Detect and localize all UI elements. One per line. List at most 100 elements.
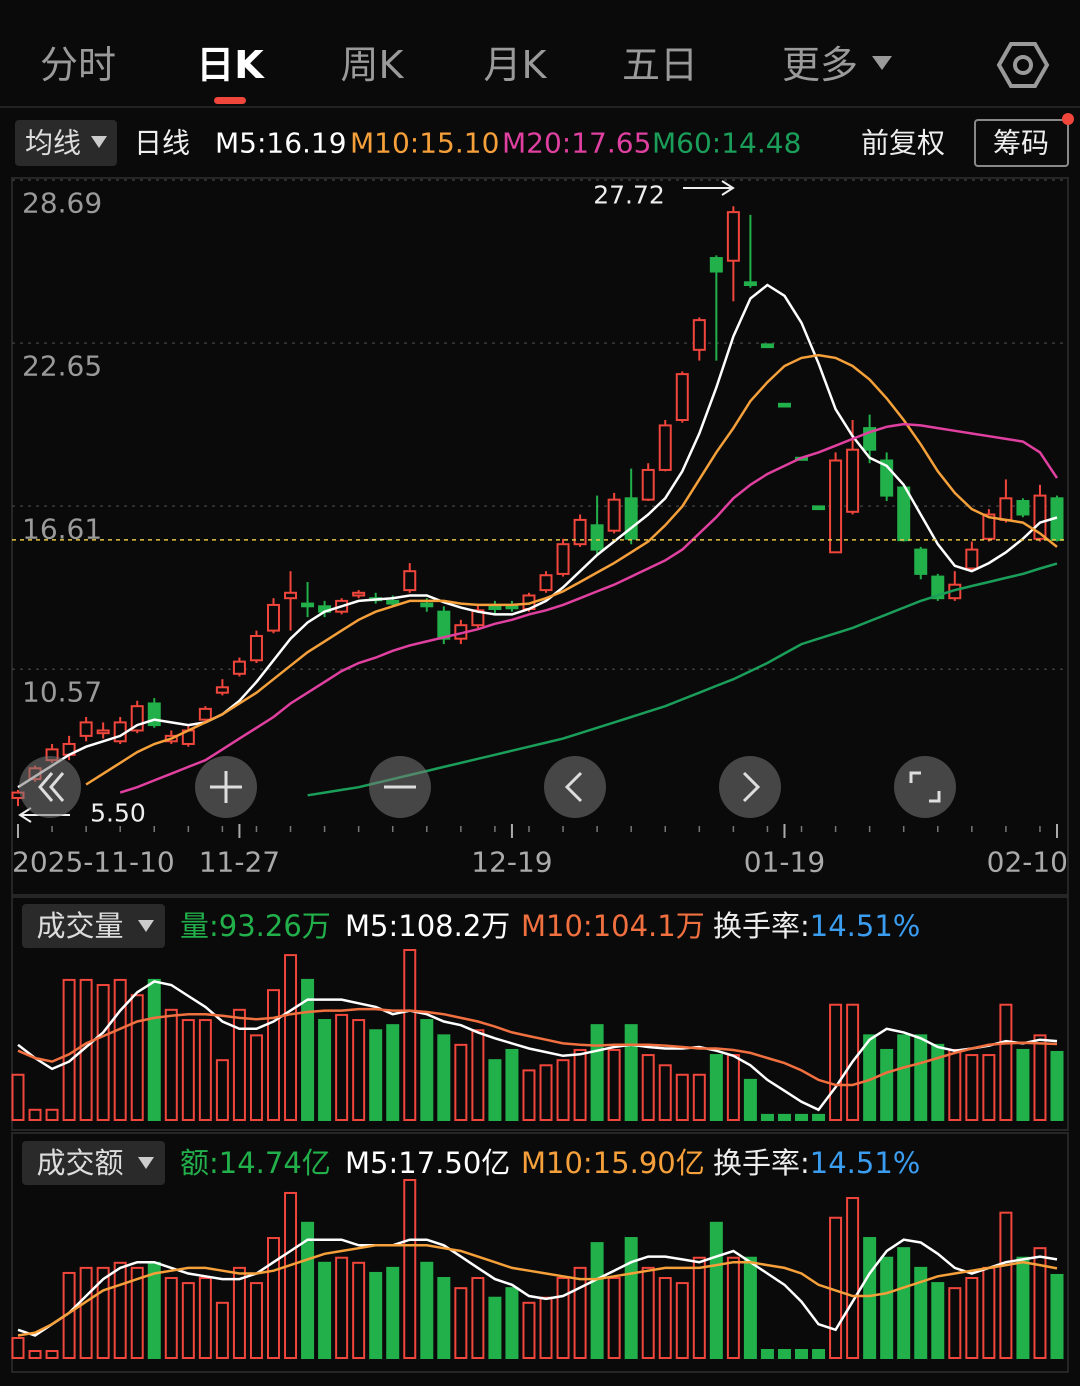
candle-body <box>403 570 417 592</box>
candle-body <box>249 634 263 662</box>
bar <box>181 1282 195 1359</box>
y-tick-label: 10.57 <box>22 676 102 709</box>
bar <box>505 1287 519 1359</box>
bar <box>999 1211 1013 1360</box>
candle-body <box>812 505 826 511</box>
candle-body <box>301 602 315 608</box>
bar <box>437 1034 451 1121</box>
bar <box>624 1237 638 1360</box>
bar <box>369 1029 383 1122</box>
bar <box>590 1242 604 1360</box>
next-button[interactable] <box>719 756 781 818</box>
panel-title: 成交额 <box>36 1146 123 1180</box>
turnover-value: 14.51% <box>810 1146 921 1180</box>
panel-frame <box>11 896 1069 1131</box>
candle-body <box>675 373 689 422</box>
bar <box>45 1350 59 1359</box>
tab[interactable]: 日K <box>196 43 265 87</box>
candle-body <box>777 402 791 408</box>
tab[interactable]: 分时 <box>40 43 116 87</box>
moving-average-line <box>17 1238 1058 1337</box>
bar <box>1033 1247 1047 1359</box>
bar <box>28 1350 42 1359</box>
candle-body <box>352 591 366 597</box>
bar <box>386 1024 400 1122</box>
bar <box>931 1282 945 1359</box>
tab[interactable]: 周K <box>341 43 405 87</box>
bar <box>471 1029 485 1122</box>
bar <box>573 1266 587 1359</box>
bar <box>965 1277 979 1360</box>
candle-body <box>147 702 161 727</box>
tab[interactable]: 更多 <box>782 43 858 87</box>
bar <box>249 1282 263 1359</box>
bar <box>232 1266 246 1359</box>
chips-button[interactable] <box>974 119 1069 167</box>
legend-item: M5:16.19 <box>215 127 347 160</box>
current-value: 量:93.26万 <box>180 909 331 943</box>
bar <box>318 1261 332 1360</box>
candle-body <box>79 721 93 737</box>
current-value: 额:14.74亿 <box>180 1146 331 1180</box>
bar <box>863 1237 877 1360</box>
bar <box>777 1349 791 1359</box>
bar <box>658 1277 672 1360</box>
gear-icon <box>996 42 1050 88</box>
ma-menu-button[interactable] <box>15 120 117 166</box>
bar <box>914 1266 928 1359</box>
bar <box>522 1301 536 1360</box>
dropdown-arrow <box>91 136 107 148</box>
moving-average-line <box>85 353 1058 786</box>
legend-item: M10:15.90亿 <box>521 1146 705 1180</box>
candle-body <box>590 524 604 551</box>
icon <box>909 771 941 803</box>
bar <box>352 1019 366 1121</box>
turnover-value: 14.51% <box>810 909 921 943</box>
indicator-menu-button[interactable] <box>22 1141 165 1185</box>
settings-button[interactable] <box>996 42 1050 88</box>
bar <box>522 1069 536 1121</box>
bar <box>215 1301 229 1360</box>
previous-button[interactable] <box>544 756 606 818</box>
fullscreen-button[interactable] <box>894 756 956 818</box>
toolbar: 均线 日线 前复权 筹码 <box>15 113 1074 167</box>
bar <box>266 1237 280 1360</box>
bar <box>607 1048 621 1121</box>
x-tick-label: 11-27 <box>199 846 280 879</box>
adjust-button[interactable]: 前复权 <box>861 127 945 160</box>
bar <box>454 1043 468 1121</box>
dropdown-arrow <box>138 1157 154 1169</box>
legend-item: M10:104.1万 <box>521 909 705 943</box>
candle-body <box>692 319 706 351</box>
bar <box>982 1054 996 1121</box>
tab[interactable]: 五日 <box>622 43 698 87</box>
bar <box>897 1247 911 1359</box>
candle-body <box>1033 494 1047 540</box>
annotation: 5.50 <box>90 799 146 828</box>
bar <box>914 1034 928 1121</box>
ma-menu-label: 均线 <box>25 127 81 160</box>
turnover-label: 换手率: <box>713 1146 810 1180</box>
candle-body <box>931 575 945 600</box>
candle-body <box>914 548 928 575</box>
candle-body <box>760 343 774 349</box>
bar <box>709 1221 723 1360</box>
annotation-arrow <box>683 180 735 196</box>
dropdown-arrow <box>138 920 154 932</box>
gear-hole <box>1013 55 1033 75</box>
indicator-menu-button[interactable] <box>22 904 165 948</box>
bar <box>675 1073 689 1121</box>
charts: 28.69 22.65 16.61 10.57 2025-11-10 11-27 12-19… <box>11 177 1069 1373</box>
bar <box>846 1003 860 1121</box>
bar <box>96 1266 110 1359</box>
bar <box>590 1024 604 1122</box>
tab[interactable]: 月K <box>484 43 548 87</box>
period-label: 日线 <box>134 127 190 160</box>
bar <box>641 1266 655 1359</box>
candle-body <box>232 660 246 675</box>
bar <box>812 1113 826 1121</box>
bar <box>198 1277 212 1360</box>
candle-body <box>437 610 451 640</box>
x-tick-label: 02-10 <box>987 846 1068 879</box>
bar <box>1016 1256 1030 1359</box>
